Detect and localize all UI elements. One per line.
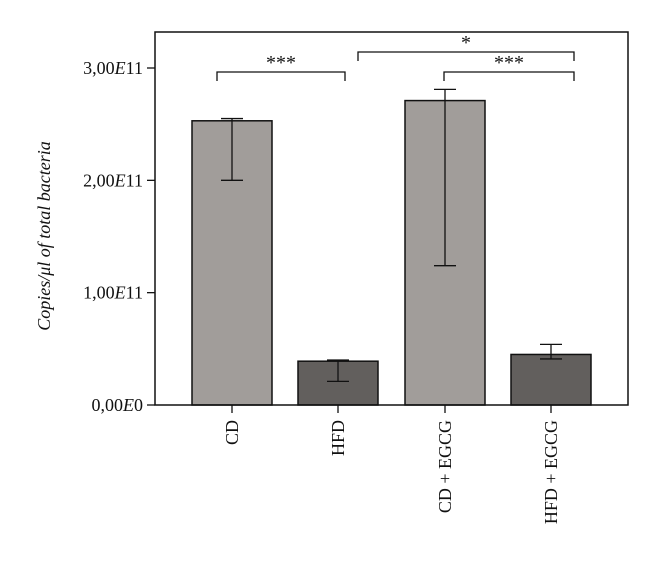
significance-label: * bbox=[461, 32, 471, 54]
error-bars-layer bbox=[221, 88, 562, 383]
significance-bracket bbox=[443, 71, 575, 81]
significance-bracket bbox=[216, 71, 346, 81]
bars-layer bbox=[191, 99, 592, 406]
y-tick-label: 1,00E11 bbox=[83, 283, 143, 303]
x-tick-label: CD bbox=[222, 420, 242, 445]
y-axis-label: Copies/μl of total bacteria bbox=[34, 141, 54, 331]
y-ticks-layer: 0,00E0 1,00E11 2,00E11 3,00E11 bbox=[83, 58, 155, 415]
significance-layer: ******* bbox=[216, 32, 575, 81]
plot-frame bbox=[154, 31, 629, 406]
y-tick-label: 0,00E0 bbox=[92, 395, 144, 415]
x-tick-label: HFD + EGCG bbox=[541, 420, 561, 524]
significance-bracket bbox=[357, 51, 575, 61]
x-tick-label: HFD bbox=[328, 420, 348, 456]
significance-label: *** bbox=[494, 52, 524, 74]
bar bbox=[510, 353, 592, 406]
y-tick-label: 2,00E11 bbox=[83, 170, 143, 190]
y-axis-label-group: Copies/μl of total bacteria bbox=[34, 141, 54, 331]
x-ticks-layer: CD HFD CD + EGCG HFD + EGCG bbox=[222, 405, 561, 524]
x-tick-label: CD + EGCG bbox=[435, 420, 455, 513]
significance-label: *** bbox=[266, 52, 296, 74]
y-tick-label: 3,00E11 bbox=[83, 58, 143, 78]
axes-layer bbox=[154, 31, 629, 406]
